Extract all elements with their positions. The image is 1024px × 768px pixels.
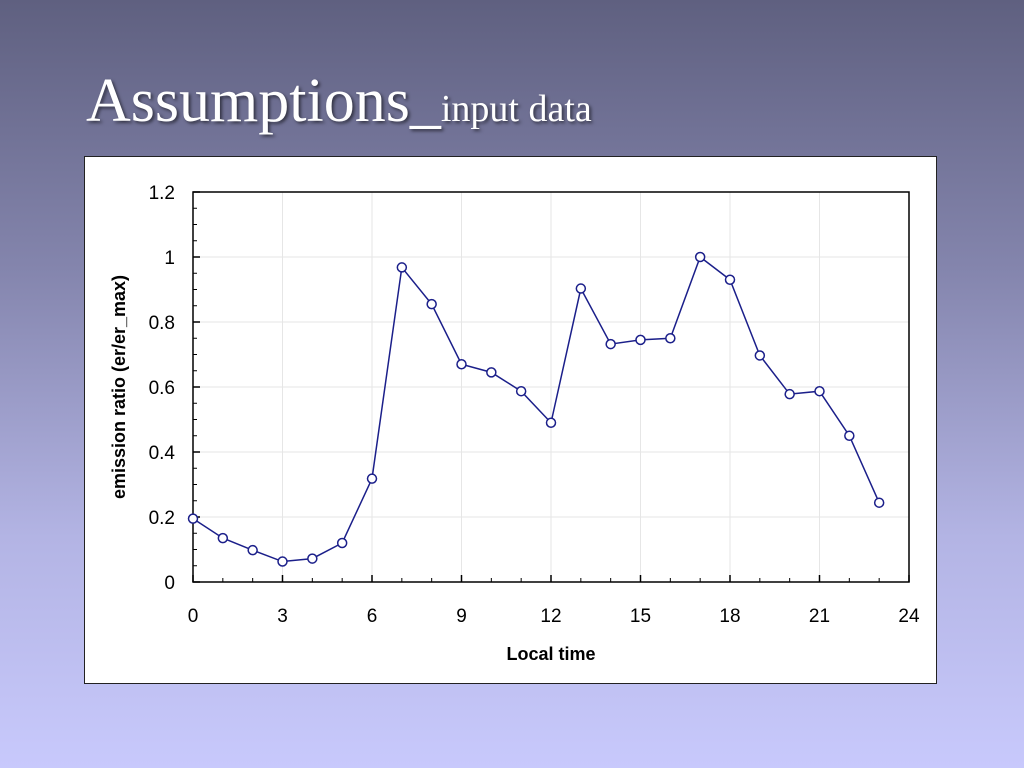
chart-frame: 0 0.2 0.4 0.6 0.8 1 1.2 0 3 6 9 12 15 18 21 24 Local tim… [84,156,937,684]
y-tick-label: 0.6 [149,378,175,399]
axis-layer [192,191,910,583]
y-tick-label: 0.8 [149,313,175,334]
grid-layer [193,192,909,582]
data-point [277,556,288,567]
x-tick-label: 6 [367,606,378,627]
slide-title: Assumptions_input data [86,70,592,132]
data-point [486,367,497,378]
data-point [515,385,527,397]
data-point [665,333,676,344]
data-point [187,513,199,524]
series-layer [187,251,885,567]
slide-title-sub: input data [440,88,592,130]
x-tick-label: 3 [277,606,288,627]
x-tick-label: 15 [630,606,651,627]
label-layer: 0 0.2 0.4 0.6 0.8 1 1.2 0 3 6 9 12 15 18 21 24 Local tim… [109,183,920,664]
x-axis-title: Local time [506,644,595,664]
x-tick-label: 12 [540,606,561,627]
x-tick-label: 0 [188,606,199,627]
series-line [192,255,880,563]
x-tick-label: 9 [456,606,467,627]
y-tick-label: 1 [164,248,175,269]
y-tick-label: 0.2 [149,508,175,529]
data-point [575,283,587,294]
x-tick-label: 24 [898,606,920,627]
y-axis-title: emission ratio (er/er_max) [109,275,129,499]
y-tick-label: 0 [164,573,175,594]
data-point [814,385,825,397]
data-point [635,334,646,346]
data-point [456,359,467,370]
data-point [366,473,378,484]
data-point [426,298,437,310]
data-point [217,532,229,544]
data-point [784,388,795,400]
emission-ratio-chart: 0 0.2 0.4 0.6 0.8 1 1.2 0 3 6 9 12 15 18 21 24 Local tim… [109,183,920,664]
data-point [307,553,318,564]
data-point [873,497,885,508]
x-tick-label: 21 [809,606,830,627]
y-tick-label: 1.2 [149,183,175,204]
slide-title-main: Assumptions_ [86,67,441,135]
data-point [694,251,706,263]
data-point [396,262,408,273]
data-point [724,274,736,285]
x-tick-label: 18 [719,606,740,627]
data-point [754,350,766,361]
data-point [605,338,616,350]
data-point [545,417,557,428]
data-point [247,544,258,556]
data-point [844,430,855,441]
data-point [336,537,348,549]
y-tick-label: 0.4 [149,443,176,464]
